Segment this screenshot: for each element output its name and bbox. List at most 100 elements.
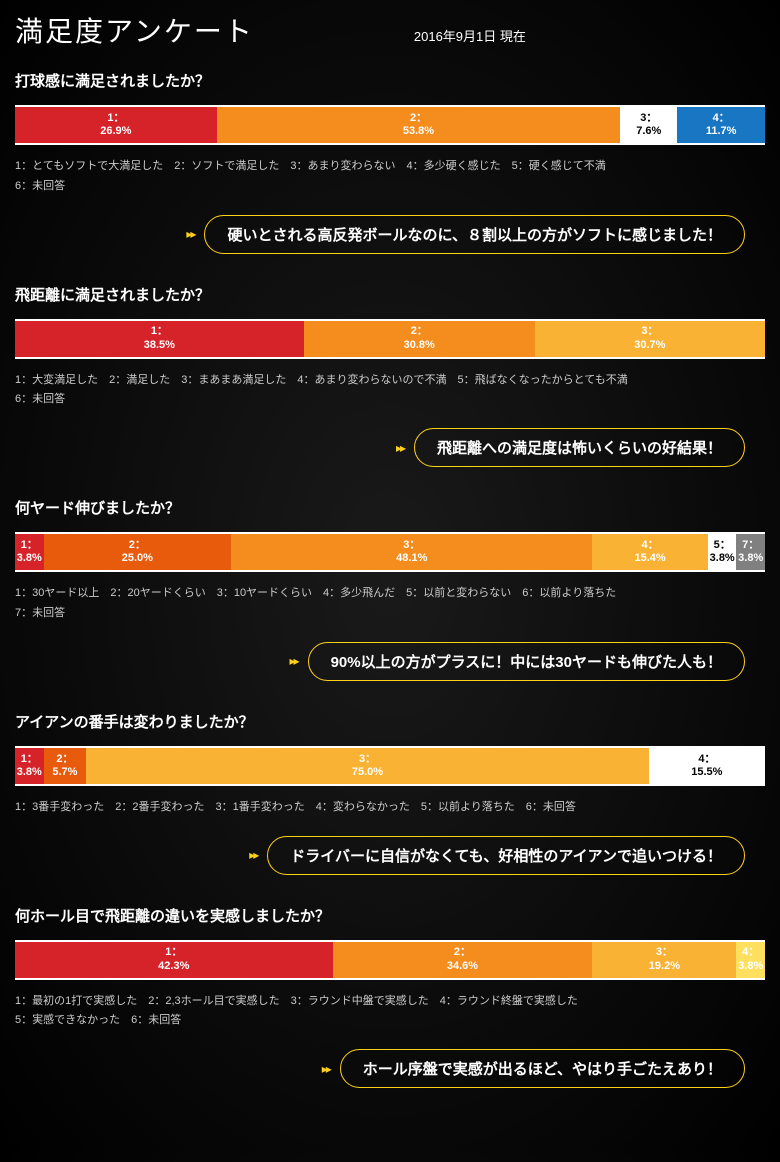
survey-section: 打球感に満足されましたか？1：26.9%2：53.8%3：7.6%4：11.7%… — [15, 70, 765, 254]
segment-value: 11.7% — [706, 125, 737, 138]
bar-chart: 1：3.8%2：5.7%3：75.0%4：15.5% — [15, 746, 765, 786]
bar-chart: 1：3.8%2：25.0%3：48.1%4：15.4%5：3.8%7：3.8% — [15, 532, 765, 572]
callout-bubble: 硬いとされる高反発ボールなのに、８割以上の方がソフトに感じました！ — [204, 215, 745, 254]
segment-label: 4： — [642, 539, 659, 552]
callout-row: ▸▸ 硬いとされる高反発ボールなのに、８割以上の方がソフトに感じました！ — [15, 215, 765, 254]
segment-value: 75.0% — [352, 766, 383, 779]
legend-text: 1：大変満足した 2：満足した 3：まあまあ満足した 4：あまり変わらないので不… — [15, 371, 765, 411]
callout-row: ▸▸ 90%以上の方がプラスに！中には30ヤードも伸びた人も！ — [15, 642, 765, 681]
legend-text: 1：30ヤード以上 2：20ヤードくらい 3：10ヤードくらい 4：多少飛んだ … — [15, 584, 765, 624]
callout-bubble: 飛距離への満足度は怖いくらいの好結果！ — [414, 428, 745, 467]
segment-value: 30.7% — [634, 339, 665, 352]
arrow-icon: ▸▸ — [249, 848, 257, 862]
segment-value: 3.8% — [738, 960, 763, 973]
segment-label: 2： — [454, 946, 471, 959]
bar-segment: 4：15.4% — [592, 534, 708, 570]
segment-label: 3： — [359, 753, 376, 766]
callout-bubble: ドライバーに自信がなくても、好相性のアイアンで追いつける！ — [267, 836, 745, 875]
bar-chart: 1：26.9%2：53.8%3：7.6%4：11.7% — [15, 105, 765, 145]
segment-value: 3.8% — [710, 552, 735, 565]
segment-value: 15.5% — [691, 766, 722, 779]
bar-chart: 1：42.3%2：34.6%3：19.2%4：3.8% — [15, 940, 765, 980]
bar-chart: 1：38.5%2：30.8%3：30.7% — [15, 319, 765, 359]
survey-section: 何ヤード伸びましたか？1：3.8%2：25.0%3：48.1%4：15.4%5：… — [15, 497, 765, 681]
segment-label: 1： — [107, 112, 124, 125]
question-title: 何ホール目で飛距離の違いを実感しましたか？ — [15, 905, 765, 926]
segment-value: 3.8% — [738, 552, 763, 565]
segment-value: 5.7% — [52, 766, 77, 779]
segment-label: 4： — [713, 112, 730, 125]
segment-value: 26.9% — [100, 125, 131, 138]
segment-label: 1： — [151, 325, 168, 338]
date-label: 2016年9月1日 現在 — [414, 26, 526, 45]
segment-value: 42.3% — [158, 960, 189, 973]
question-title: 何ヤード伸びましたか？ — [15, 497, 765, 518]
callout-row: ▸▸ 飛距離への満足度は怖いくらいの好結果！ — [15, 428, 765, 467]
segment-value: 3.8% — [17, 552, 42, 565]
bar-segment: 1：3.8% — [15, 534, 44, 570]
segment-value: 34.6% — [447, 960, 478, 973]
page-title: 満足度アンケート — [15, 10, 254, 50]
segment-value: 30.8% — [404, 339, 435, 352]
header: 満足度アンケート 2016年9月1日 現在 — [15, 10, 765, 50]
segment-label: 7： — [742, 539, 759, 552]
segment-label: 3： — [656, 946, 673, 959]
callout-bubble: 90%以上の方がプラスに！中には30ヤードも伸びた人も！ — [308, 642, 745, 681]
segment-label: 3： — [641, 325, 658, 338]
callout-row: ▸▸ ホール序盤で実感が出るほど、やはり手ごたえあり！ — [15, 1049, 765, 1088]
arrow-icon: ▸▸ — [396, 441, 404, 455]
segment-value: 3.8% — [17, 766, 42, 779]
bar: 1：3.8%2：25.0%3：48.1%4：15.4%5：3.8%7：3.8% — [15, 534, 765, 570]
bar-segment: 1：26.9% — [15, 107, 217, 143]
bar-segment: 1：3.8% — [15, 748, 44, 784]
bar: 1：3.8%2：5.7%3：75.0%4：15.5% — [15, 748, 765, 784]
segment-value: 7.6% — [636, 125, 661, 138]
segment-label: 4： — [698, 753, 715, 766]
segment-label: 3： — [403, 539, 420, 552]
segment-label: 1： — [21, 539, 38, 552]
bar-segment: 5：3.8% — [708, 534, 737, 570]
bar-segment: 4：3.8% — [736, 942, 765, 978]
bar-segment: 2：5.7% — [44, 748, 87, 784]
question-title: 打球感に満足されましたか？ — [15, 70, 765, 91]
bar-segment: 4：15.5% — [649, 748, 765, 784]
bar-segment: 3：30.7% — [535, 321, 765, 357]
bar-segment: 3：48.1% — [231, 534, 592, 570]
survey-section: 何ホール目で飛距離の違いを実感しましたか？1：42.3%2：34.6%3：19.… — [15, 905, 765, 1089]
legend-text: 1：3番手変わった 2：2番手変わった 3：1番手変わった 4：変わらなかった … — [15, 798, 765, 818]
callout-bubble: ホール序盤で実感が出るほど、やはり手ごたえあり！ — [340, 1049, 745, 1088]
segment-label: 1： — [21, 753, 38, 766]
bar: 1：38.5%2：30.8%3：30.7% — [15, 321, 765, 357]
bar-segment: 1：38.5% — [15, 321, 304, 357]
arrow-icon: ▸▸ — [290, 654, 298, 668]
bar: 1：26.9%2：53.8%3：7.6%4：11.7% — [15, 107, 765, 143]
bar-segment: 3：19.2% — [592, 942, 736, 978]
bar-segment: 3：7.6% — [620, 107, 677, 143]
segment-label: 2： — [411, 325, 428, 338]
bar-segment: 7：3.8% — [736, 534, 765, 570]
bar-segment: 4：11.7% — [677, 107, 765, 143]
arrow-icon: ▸▸ — [186, 227, 194, 241]
question-title: アイアンの番手は変わりましたか？ — [15, 711, 765, 732]
bar-segment: 2：34.6% — [333, 942, 593, 978]
bar-segment: 2：53.8% — [217, 107, 621, 143]
survey-section: 飛距離に満足されましたか？1：38.5%2：30.8%3：30.7%1：大変満足… — [15, 284, 765, 468]
segment-value: 53.8% — [403, 125, 434, 138]
segment-label: 4： — [742, 946, 759, 959]
bar: 1：42.3%2：34.6%3：19.2%4：3.8% — [15, 942, 765, 978]
segment-label: 2： — [410, 112, 427, 125]
segment-label: 5： — [714, 539, 731, 552]
bar-segment: 2：30.8% — [304, 321, 535, 357]
segment-label: 2： — [56, 753, 73, 766]
segment-label: 3： — [640, 112, 657, 125]
segment-value: 19.2% — [649, 960, 680, 973]
segment-value: 25.0% — [122, 552, 153, 565]
bar-segment: 2：25.0% — [44, 534, 232, 570]
segment-value: 48.1% — [396, 552, 427, 565]
bar-segment: 1：42.3% — [15, 942, 333, 978]
arrow-icon: ▸▸ — [322, 1062, 330, 1076]
callout-row: ▸▸ ドライバーに自信がなくても、好相性のアイアンで追いつける！ — [15, 836, 765, 875]
question-title: 飛距離に満足されましたか？ — [15, 284, 765, 305]
bar-segment: 3：75.0% — [86, 748, 649, 784]
segment-value: 15.4% — [635, 552, 666, 565]
